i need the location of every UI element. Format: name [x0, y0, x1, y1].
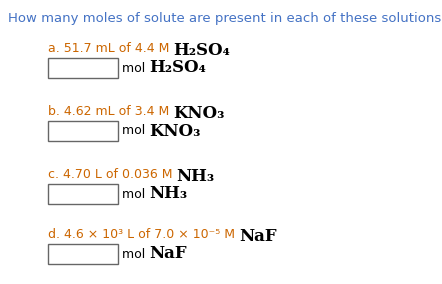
Text: NH₃: NH₃: [176, 168, 215, 185]
Text: KNO₃: KNO₃: [149, 122, 201, 139]
Text: KNO₃: KNO₃: [173, 105, 225, 122]
Text: c. 4.70 L of 0.036 M: c. 4.70 L of 0.036 M: [48, 168, 176, 181]
Text: mol: mol: [122, 247, 149, 260]
Bar: [48, 58, 118, 78]
Text: d. 4.6 × 10³ L of 7.0 × 10⁻⁵ M: d. 4.6 × 10³ L of 7.0 × 10⁻⁵ M: [48, 228, 239, 241]
Text: NaF: NaF: [239, 228, 277, 245]
Text: NaF: NaF: [149, 245, 187, 262]
Text: a. 51.7 mL of 4.4 M: a. 51.7 mL of 4.4 M: [48, 42, 173, 55]
Text: NH₃: NH₃: [149, 185, 187, 202]
Text: mol: mol: [122, 62, 149, 74]
Bar: [48, 244, 118, 264]
Text: mol: mol: [122, 124, 149, 137]
Text: How many moles of solute are present in each of these solutions?: How many moles of solute are present in …: [8, 12, 442, 25]
Text: mol: mol: [122, 187, 149, 201]
Bar: [48, 121, 118, 141]
Text: b. 4.62 mL of 3.4 M: b. 4.62 mL of 3.4 M: [48, 105, 173, 118]
Text: H₂SO₄: H₂SO₄: [173, 42, 230, 59]
Text: H₂SO₄: H₂SO₄: [149, 60, 206, 76]
Bar: [48, 184, 118, 204]
